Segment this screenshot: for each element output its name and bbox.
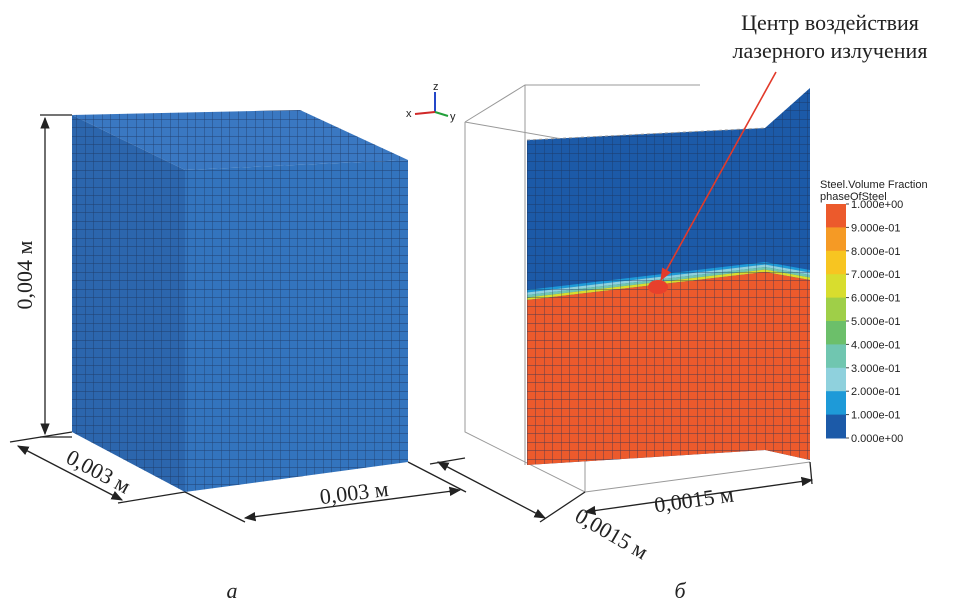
width-label: 0,003 м: [318, 476, 390, 509]
width-label: 0,0015 м: [653, 482, 736, 518]
legend-swatch: [826, 227, 846, 252]
legend-swatch: [826, 297, 846, 322]
legend-label: 6.000e-01: [851, 293, 901, 305]
legend-title: Steel.Volume Fraction: [820, 179, 928, 191]
pointer-arrow: [660, 71, 777, 282]
panel-label: а: [227, 578, 238, 603]
axis-y: y: [450, 111, 456, 123]
laser-center: [648, 280, 668, 294]
dimension-lines-a: [9, 114, 467, 523]
legend-label: 9.000e-01: [851, 222, 901, 234]
depth-label: 0,0015 м: [571, 503, 653, 565]
legend-swatch: [826, 344, 846, 369]
axis-x: x: [406, 108, 412, 120]
legend-label: 1.000e+00: [851, 199, 903, 211]
height-label: 0,004 м: [12, 240, 37, 309]
legend-label: 0.000e+00: [851, 433, 903, 445]
legend-swatch: [826, 367, 846, 392]
legend-label: 7.000e-01: [851, 269, 901, 281]
legend-swatch: [826, 204, 846, 228]
mesh: [527, 128, 765, 465]
mesh: [765, 88, 810, 460]
legend: 1.000e+00 9.000e-01 8.000e-01 7.000e-01 6.00…: [826, 199, 903, 445]
axis-z: z: [433, 81, 439, 93]
legend-label: 8.000e-01: [851, 246, 901, 258]
legend-subtitle: phaseOfSteel: [820, 191, 887, 203]
cut-walls: [527, 88, 810, 465]
legend-label: 2.000e-01: [851, 386, 901, 398]
legend-label: 1.000e-01: [851, 410, 901, 422]
cube: [72, 110, 408, 492]
legend-swatch: [826, 250, 846, 275]
legend-label: 3.000e-01: [851, 363, 901, 375]
legend-swatch: [826, 321, 846, 345]
axis-triad: [414, 92, 449, 117]
legend-label: 4.000e-01: [851, 339, 901, 351]
legend-swatch: [826, 414, 846, 439]
legend-swatch: [826, 391, 846, 416]
legend-label: 5.000e-01: [851, 316, 901, 328]
annotation-line: лазерного излучения: [733, 38, 928, 63]
dimension-lines-b: [429, 457, 814, 523]
annotation-line: Центр воздействия: [741, 10, 919, 35]
panel-label: б: [674, 578, 686, 603]
legend-swatch: [826, 274, 846, 299]
